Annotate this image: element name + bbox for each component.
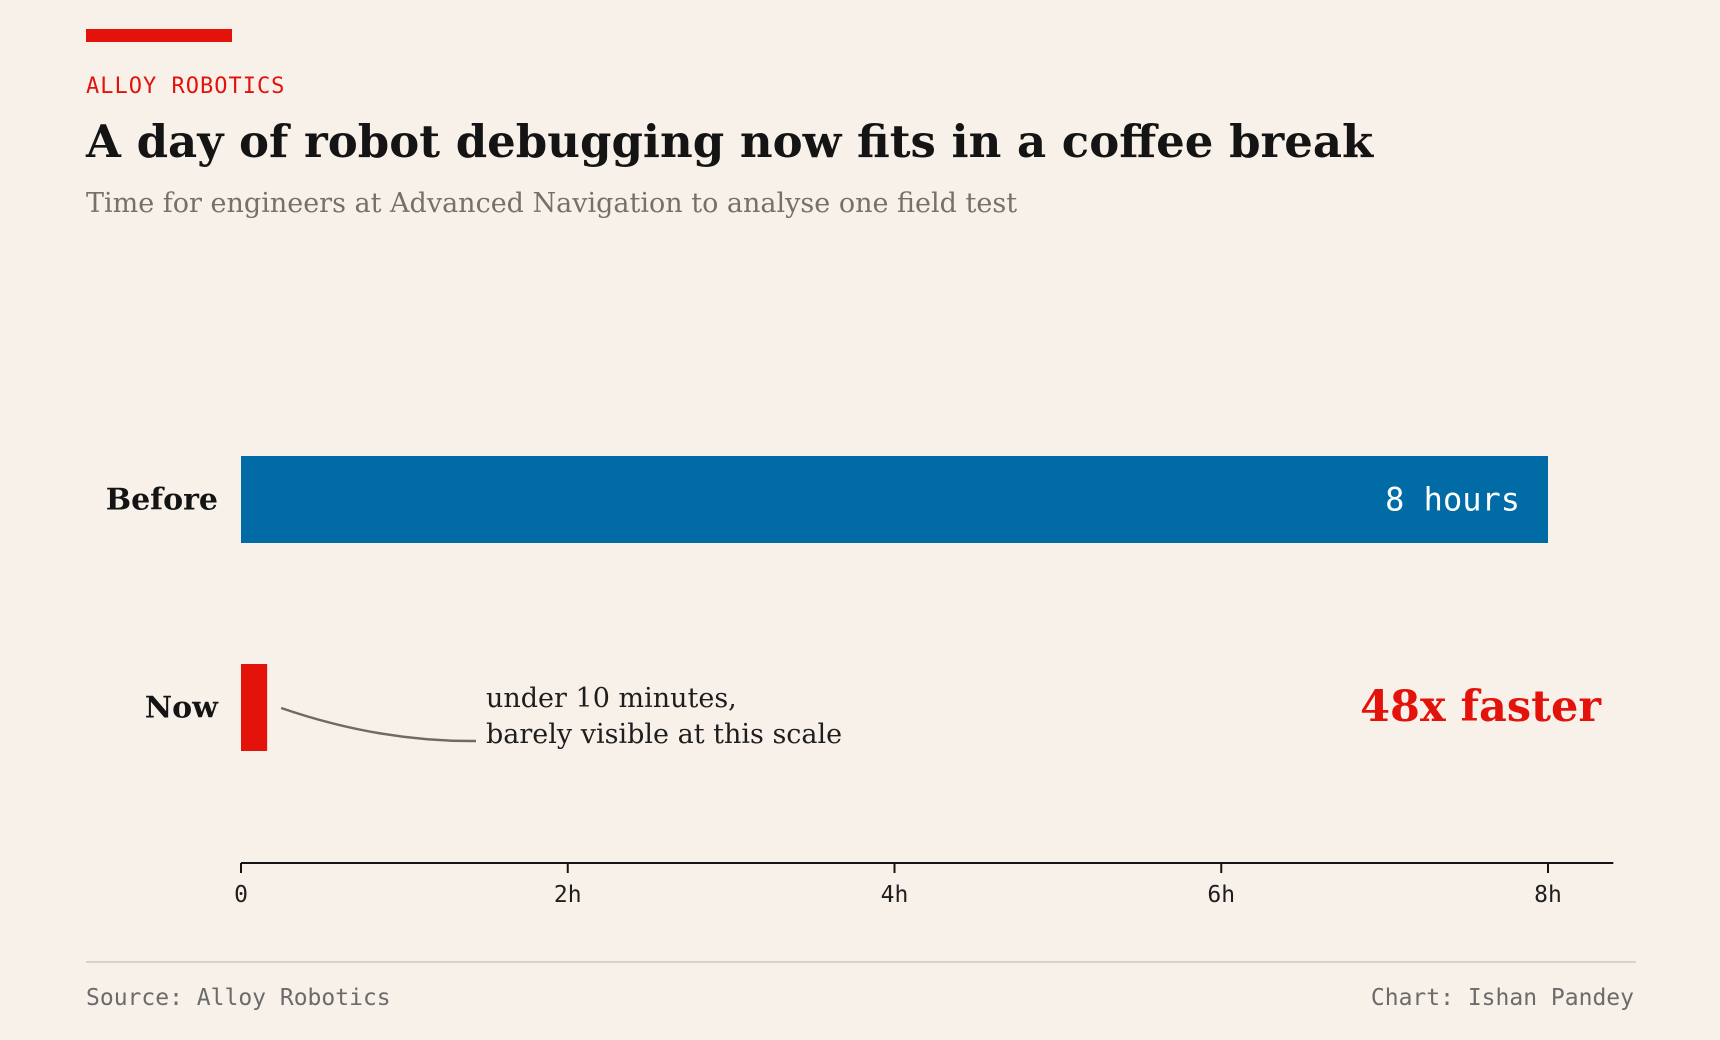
category-label-before: Before [106,483,218,518]
accent-bar [86,29,232,42]
bar-now [241,664,268,751]
x-tick-label-2: 4h [881,882,909,908]
chart-credit: Chart: Ishan Pandey [1370,985,1634,1011]
annotation-line-1: under 10 minutes, [486,683,737,714]
chart-title: A day of robot debugging now fits in a c… [86,115,1374,168]
x-tick-label-4: 8h [1534,882,1562,908]
speedup-callout: 48x faster [1360,682,1602,732]
chart-subtitle: Time for engineers at Advanced Navigatio… [86,188,1018,219]
category-label-now: Now [145,691,219,726]
annotation-leader-line [280,706,477,743]
kicker: ALLOY ROBOTICS [86,74,286,99]
annotation-line-2: barely visible at this scale [486,719,842,750]
x-tick-label-0: 0 [234,882,248,908]
source-note: Source: Alloy Robotics [86,985,391,1011]
x-tick-label-1: 2h [554,882,582,908]
bar-before [241,456,1548,543]
footer-divider [86,961,1636,963]
x-tick-label-3: 6h [1207,882,1235,908]
data-label-before: 8 hours [1385,481,1520,519]
